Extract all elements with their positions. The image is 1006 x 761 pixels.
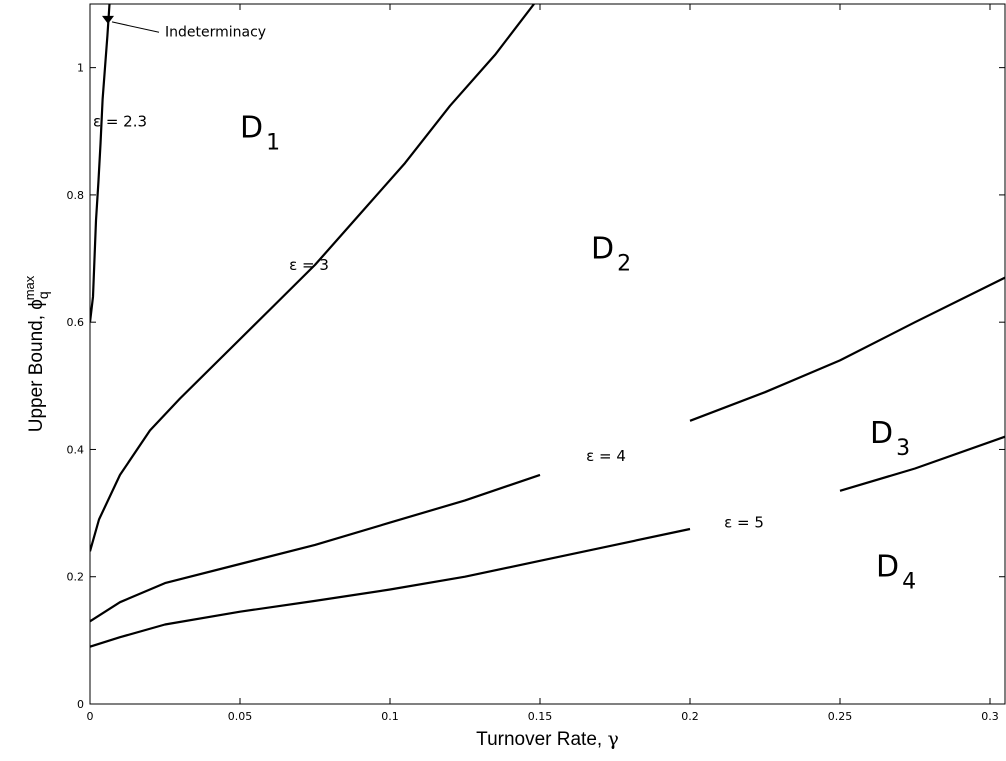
y-tick-label: 0 bbox=[77, 698, 84, 711]
contour-line bbox=[839, 435, 1005, 492]
contour-label: ε = 4 bbox=[586, 447, 626, 465]
contour-label: ε = 2.3 bbox=[93, 113, 147, 131]
x-tick-label: 0.3 bbox=[981, 710, 999, 723]
y-axis-title: Upper Bound, ϕqmax bbox=[22, 275, 51, 432]
contour-label: ε = 5 bbox=[724, 514, 764, 532]
x-tick-label: 0 bbox=[87, 710, 94, 723]
contour-line bbox=[90, 527, 691, 648]
y-tick-label: 0.6 bbox=[67, 316, 85, 329]
annotation: Indeterminacy bbox=[102, 15, 266, 40]
x-tick-label: 0.05 bbox=[228, 710, 253, 723]
y-tick-label: 1 bbox=[77, 62, 84, 75]
x-tick-label: 0.1 bbox=[381, 710, 399, 723]
y-tick-label: 0.4 bbox=[67, 443, 85, 456]
annotation-arrow bbox=[111, 21, 160, 33]
contour-line bbox=[90, 4, 535, 552]
y-tick-label: 0.2 bbox=[67, 571, 85, 584]
annotation-text: Indeterminacy bbox=[165, 24, 266, 40]
axes-frame bbox=[89, 3, 1006, 705]
contour-label: ε = 3 bbox=[289, 256, 329, 274]
y-tick-label: 0.8 bbox=[67, 189, 85, 202]
x-axis-title: Turnover Rate, γ bbox=[476, 728, 619, 750]
x-tick-label: 0.15 bbox=[528, 710, 553, 723]
contour-curves bbox=[90, 4, 1005, 648]
contour-line bbox=[689, 276, 1005, 422]
contour-line bbox=[90, 473, 541, 623]
contour-line bbox=[90, 4, 111, 323]
region-labels: D 1 D 2 D 3 D 4 bbox=[240, 111, 916, 595]
annotation-arrowhead bbox=[102, 15, 114, 24]
y-ticks: 0 0.2 0.4 0.6 0.8 1 bbox=[67, 62, 1005, 711]
x-tick-label: 0.25 bbox=[828, 710, 853, 723]
contour-labels: ε = 2.3 ε = 3 ε = 4 ε = 5 bbox=[93, 113, 764, 532]
x-tick-label: 0.2 bbox=[681, 710, 699, 723]
plot-frame bbox=[89, 3, 1006, 705]
x-ticks: 0 0.05 0.1 0.15 0.2 0.25 0.3 bbox=[87, 4, 999, 723]
